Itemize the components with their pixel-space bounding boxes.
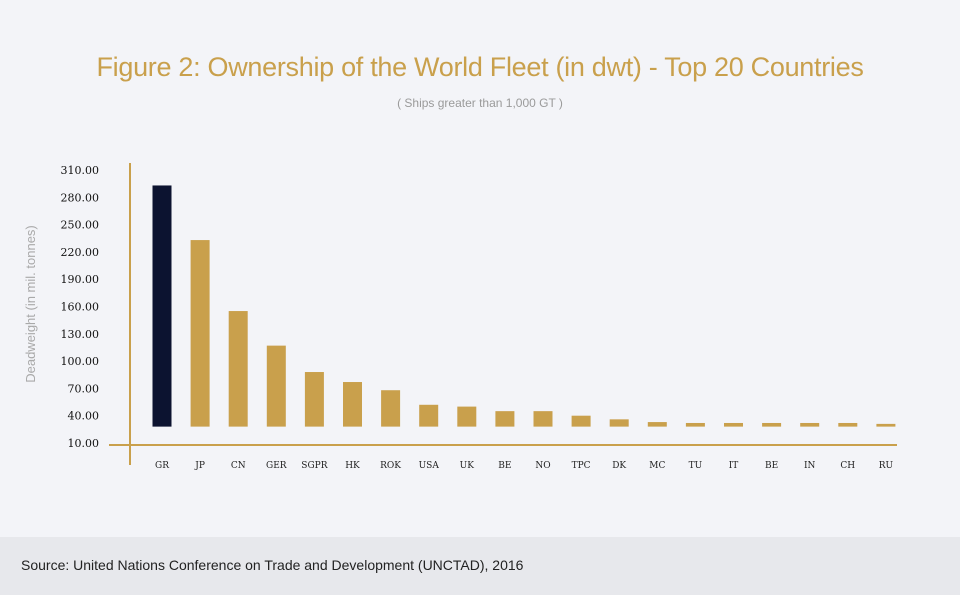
bar-tu: [685, 422, 705, 427]
x-tick-label: NO: [535, 461, 550, 471]
y-tick-label: 250.00: [61, 219, 100, 232]
x-tick-label: IT: [729, 461, 739, 471]
y-tick-label: 40.00: [68, 410, 100, 423]
bar-ger: [266, 345, 286, 427]
bar-sgpr: [304, 372, 324, 427]
x-axis-labels: GR JP CN GER SGPR HK ROK USA UK BE NO TPC DK MC TU IT BE…: [155, 461, 893, 471]
x-tick-label: TU: [689, 461, 703, 471]
bar-rok: [381, 390, 401, 427]
footer: Source: United Nations Conference on Tra…: [0, 537, 960, 595]
bar-jp: [190, 240, 210, 427]
bar-chart: 10.00 40.00 70.00 100.00 130.00 160.00 190.00 2…: [23, 163, 897, 471]
y-tick-label: 100.00: [61, 355, 100, 368]
x-tick-label: DK: [612, 461, 626, 471]
y-tick-label: 310.00: [61, 164, 100, 177]
y-tick-label: 10.00: [68, 437, 100, 450]
x-tick-label: ROK: [380, 461, 401, 471]
x-tick-label: BE: [498, 461, 511, 471]
chart-title: Figure 2: Ownership of the World Fleet (…: [96, 52, 864, 82]
y-tick-label: 280.00: [61, 191, 100, 204]
y-tick-label: 70.00: [68, 382, 100, 395]
bars: [152, 185, 896, 427]
y-tick-label: 160.00: [61, 301, 100, 314]
bar-be: [762, 422, 782, 427]
bar-cn: [228, 311, 248, 427]
y-axis-label: Deadweight (in mil. tonnes): [23, 225, 38, 383]
bar-uk: [457, 406, 477, 427]
x-tick-label: JP: [194, 461, 205, 471]
bar-tpc: [571, 415, 591, 427]
x-tick-label: BE: [765, 461, 778, 471]
source-note: Source: United Nations Conference on Tra…: [21, 557, 524, 573]
x-tick-label: IN: [804, 461, 816, 471]
y-tick-label: 220.00: [61, 246, 100, 259]
y-tick-label: 190.00: [61, 273, 100, 286]
x-tick-label: USA: [419, 461, 440, 471]
bar-in: [800, 422, 820, 427]
x-tick-label: CH: [840, 461, 855, 471]
bar-ch: [838, 422, 858, 427]
bar-no: [533, 411, 553, 427]
y-axis: 10.00 40.00 70.00 100.00 130.00 160.00 190.00 2…: [61, 163, 897, 465]
x-tick-label: HK: [345, 461, 360, 471]
bar-dk: [609, 419, 629, 427]
bar-hk: [343, 382, 362, 427]
chart-subtitle: ( Ships greater than 1,000 GT ): [397, 96, 563, 110]
bar-ru: [876, 423, 896, 427]
bar-usa: [419, 404, 439, 427]
x-tick-label: GER: [266, 461, 287, 471]
bar-be: [495, 411, 515, 427]
x-tick-label: MC: [649, 461, 665, 471]
y-tick-label: 130.00: [61, 328, 100, 341]
bar-mc: [647, 422, 667, 427]
x-tick-label: UK: [460, 461, 475, 471]
bar-it: [724, 422, 743, 427]
x-tick-label: RU: [879, 461, 894, 471]
x-tick-label: GR: [155, 461, 169, 471]
x-tick-label: SGPR: [301, 461, 327, 471]
bar-gr: [152, 185, 172, 427]
x-tick-label: CN: [231, 461, 246, 471]
x-tick-label: TPC: [572, 461, 591, 471]
